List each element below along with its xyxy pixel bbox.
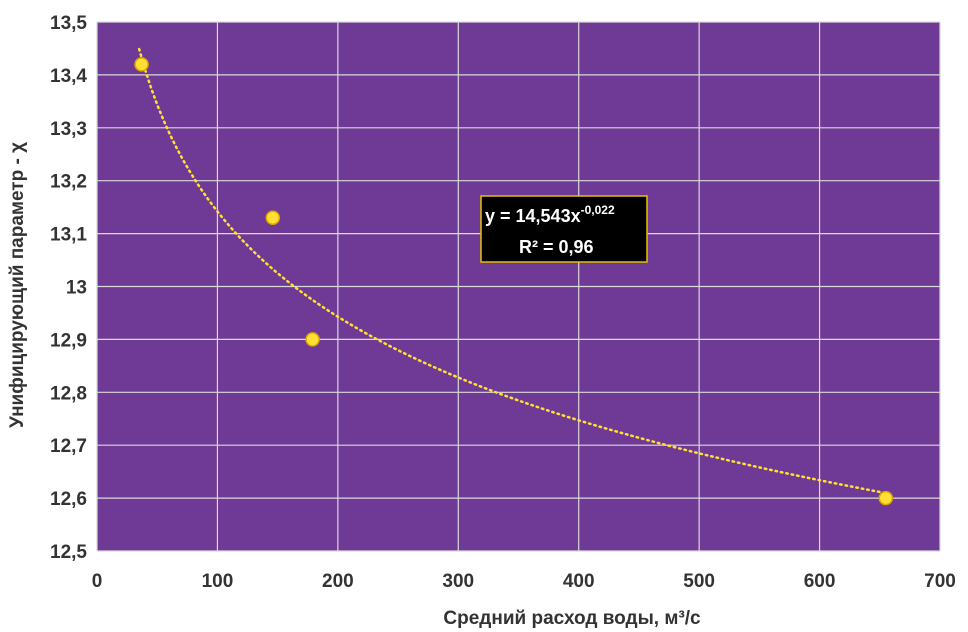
y-tick-label: 13,5: [50, 13, 87, 34]
y-tick-label: 12,5: [50, 542, 87, 563]
y-tick-label: 12,6: [50, 489, 87, 510]
y-tick-label: 12,9: [50, 330, 87, 351]
y-tick-label: 13,4: [50, 66, 87, 87]
data-point: [305, 332, 320, 347]
x-tick-label: 0: [92, 571, 103, 592]
equation-box: y = 14,543x-0,022 R² = 0,96: [480, 195, 648, 263]
x-axis-ticks: 0 100 200 300 400 500 600 700: [92, 571, 956, 592]
data-point: [265, 210, 281, 225]
y-tick-label: 13,3: [50, 119, 87, 140]
y-axis-title: Унифицирующий параметр - χ: [7, 142, 28, 428]
x-tick-label: 100: [202, 571, 234, 592]
x-tick-label: 600: [804, 571, 836, 592]
x-tick-label: 700: [924, 571, 956, 592]
y-tick-label: 12,7: [50, 436, 87, 457]
equation-box-background: [480, 195, 648, 263]
equation-line: y = 14,543x-0,022: [485, 203, 615, 226]
y-tick-label: 13,2: [50, 172, 87, 193]
x-tick-label: 200: [322, 571, 354, 592]
x-tick-label: 500: [683, 571, 715, 592]
data-point: [878, 490, 894, 506]
trendline: [137, 47, 888, 495]
x-tick-label: 300: [442, 571, 474, 592]
data-point: [134, 57, 149, 72]
x-tick-label: 400: [563, 571, 595, 592]
y-axis-ticks: 12,5 12,6 12,7 12,8 12,9 13 13,1 13,2 13,3 13,4 13…: [50, 13, 87, 563]
r-squared-line: R² = 0,96: [519, 237, 594, 257]
y-tick-label: 13: [66, 278, 87, 299]
y-tick-label: 13,1: [50, 225, 87, 246]
grid: [96, 21, 941, 552]
equation-exponent: -0,022: [581, 203, 615, 217]
data-points: [134, 57, 894, 506]
x-axis-title: Средний расход воды, м³/с: [443, 608, 701, 629]
equation-main: y = 14,543x: [485, 206, 581, 226]
y-tick-label: 12,8: [50, 383, 87, 404]
